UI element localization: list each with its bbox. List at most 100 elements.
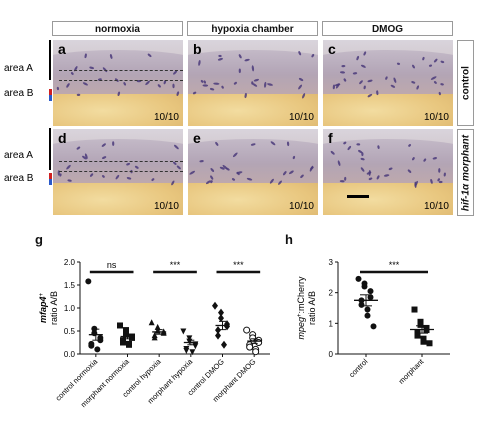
area-a-label-top: area A [4,63,33,74]
stained-cell [368,170,371,176]
area-b-marker-top [49,89,52,95]
data-point [91,330,98,337]
data-point [361,283,368,290]
stained-cell [76,146,81,150]
stained-cell [396,62,401,65]
stained-cell [205,180,211,185]
y-axis-label-line2: ratio A/B [307,291,317,325]
stained-cell [341,64,346,68]
stained-cell [218,54,222,58]
micrograph-panel-a: a 10/10 [53,40,183,126]
stained-cells-c [332,51,445,98]
stained-cell [438,168,441,173]
stained-cell [267,83,273,86]
area-a-marker-bottom [49,179,52,185]
stained-cell [189,170,196,175]
stained-cell [423,158,427,162]
data-point [414,332,421,339]
stained-cell [176,91,180,97]
significance-label: *** [389,260,400,270]
stained-cell [407,169,412,173]
stained-cell [84,53,87,59]
data-point [420,335,427,342]
stained-cell [383,174,390,177]
stained-cell [298,77,304,82]
y-tick-label: 1 [329,319,334,328]
stained-cell [339,180,345,183]
stained-cell [199,160,204,163]
data-point [358,301,365,308]
data-point [186,338,193,345]
stained-cell [356,143,361,146]
stained-cell [286,141,290,147]
stained-cell [173,161,177,165]
x-tick-label: morphant [397,356,426,385]
stained-cell [213,82,220,85]
stained-cell [173,70,178,75]
stained-cell [352,72,358,75]
stained-cell [126,162,131,166]
stained-cell [337,160,341,166]
panel-count-c: 10/10 [423,112,449,123]
stained-cell [252,83,258,87]
stained-cell [82,155,87,160]
stained-cell [440,60,445,64]
data-point [192,343,199,350]
stained-cell [244,58,250,62]
data-point [364,306,371,313]
stained-cell [344,176,347,181]
stained-cell [376,175,380,180]
stained-cell [270,141,276,146]
y-tick-label: 3 [329,258,334,267]
data-point [243,326,251,334]
stained-cell [232,152,238,158]
y-tick-label: 2 [329,289,334,298]
y-tick-label: 2.0 [64,258,76,267]
stained-cell [302,93,306,99]
stained-cell [411,81,416,84]
data-point [364,312,371,319]
stained-cell [134,165,139,169]
stained-cell [393,77,397,83]
stained-cell [443,172,446,177]
panel-label-b: b [193,41,202,57]
stained-cell [278,180,282,185]
y-axis-label: mpeg+:mCherry [296,276,306,340]
stained-cell [109,54,113,59]
stained-cell [238,54,242,59]
area-a-label-bottom: area A [4,150,33,161]
stained-cell [102,175,105,178]
stained-cell [332,84,336,90]
stained-cell [101,143,106,147]
stained-cell [219,166,225,170]
data-point [252,348,260,356]
stained-cell [298,51,302,56]
stained-cell [101,156,107,159]
stained-cells-b [192,51,315,99]
x-tick-label: control [347,357,370,380]
stained-cell [157,84,161,88]
stained-cell [202,84,209,87]
stained-cell [422,56,425,61]
panel-count-d: 10/10 [153,201,179,212]
stained-cell [367,93,373,98]
y-tick-label: 1.0 [64,304,76,313]
stained-cell [360,157,365,161]
area-boundary-line [59,70,183,71]
stained-cell [251,65,255,72]
stained-cell [343,141,347,145]
row-header-control-text: control [460,66,471,100]
stained-cell [66,164,71,170]
stained-cell [215,141,219,146]
data-point [367,294,374,301]
stained-cell [203,80,206,84]
area-b-label-bottom: area B [4,173,34,184]
stained-cell [377,145,380,149]
stained-cell [210,168,215,172]
panel-label-d: d [58,130,67,146]
stained-cell [283,171,287,176]
stained-cell [414,181,417,188]
stained-cell [222,164,228,170]
panel-label-g: g [35,232,43,247]
stained-cell [112,141,115,146]
